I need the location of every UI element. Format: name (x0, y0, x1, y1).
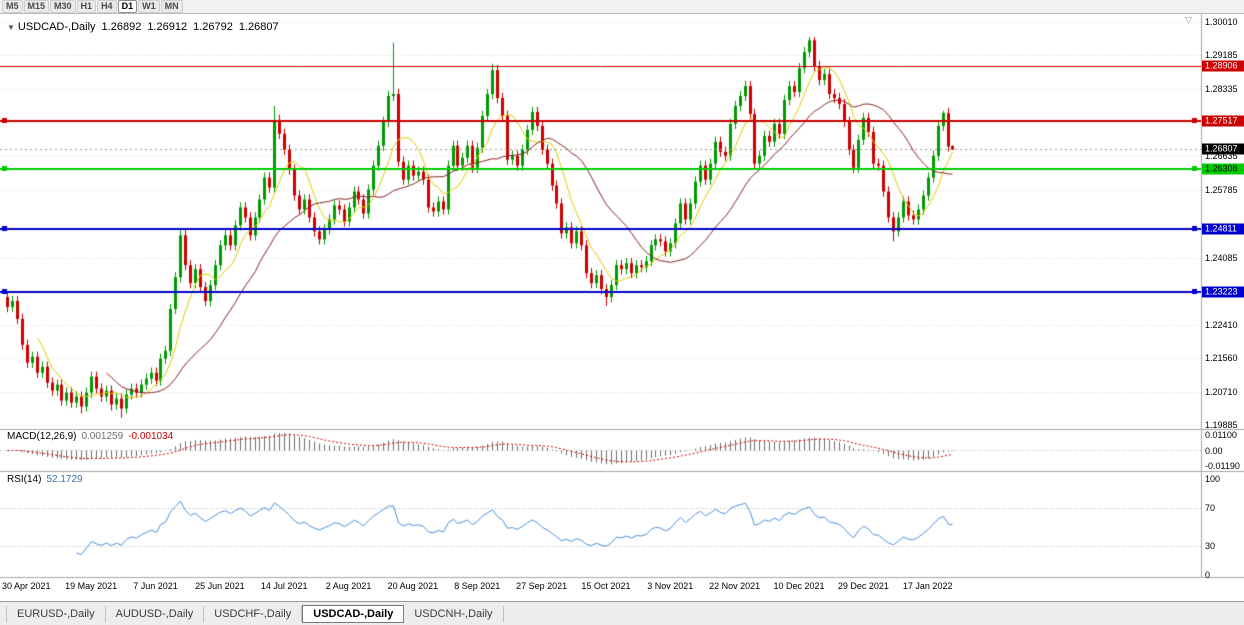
chart-menu-icon[interactable]: ▼ (7, 23, 15, 32)
ohlc-low-value: 1.26792 (193, 21, 233, 33)
macd-indicator-header: MACD(12,26,9) 0.001259 -0.001034 (7, 431, 178, 442)
timeframe-button-h4[interactable]: H4 (97, 0, 117, 13)
rsi-indicator-header: RSI(14) 52.1729 (7, 474, 88, 485)
timeframe-button-m5[interactable]: M5 (2, 0, 23, 13)
ohlc-high-value: 1.26912 (147, 21, 188, 33)
chart-tab-usdcnh[interactable]: USDCNH-,Daily (404, 605, 504, 622)
chart-tab-bar: EURUSD-,Daily AUDUSD-,Daily USDCHF-,Daily U… (0, 601, 1244, 625)
chart-tab-eurusd[interactable]: EURUSD-,Daily (6, 605, 106, 622)
chart-tab-usdcad[interactable]: USDCAD-,Daily (302, 604, 405, 623)
timeframe-button-w1[interactable]: W1 (138, 0, 160, 13)
timeframe-button-d1[interactable]: D1 (117, 0, 138, 13)
ohlc-close-value: 1.26807 (238, 21, 279, 33)
chart-tab-audusd[interactable]: AUDUSD-,Daily (106, 605, 205, 622)
chart-symbol-label: USDCAD-,Daily (17, 21, 96, 33)
timeframe-button-h1[interactable]: H1 (76, 0, 97, 13)
timeframe-toolbar: M5 M15 M30 H1 H4 D1 W1 MN (0, 0, 1244, 14)
macd-signal-value: -0.001034 (128, 431, 174, 442)
timeframe-button-mn[interactable]: MN (160, 0, 183, 13)
macd-main-value: 0.001259 (81, 431, 124, 442)
timeframe-button-m30[interactable]: M30 (50, 0, 76, 13)
ohlc-open-value: 1.26892 (101, 21, 142, 33)
chart-ohlc-header: ▼ USDCAD-,Daily 1.26892 1.26912 1.26792 1.268… (7, 21, 279, 33)
rsi-indicator-label: RSI(14) (7, 474, 42, 485)
chart-tab-usdchf[interactable]: USDCHF-,Daily (204, 605, 303, 622)
macd-indicator-label: MACD(12,26,9) (7, 431, 77, 442)
chart-shift-icon: ▽ (1185, 15, 1192, 25)
rsi-value: 52.1729 (46, 474, 83, 485)
timeframe-button-m15[interactable]: M15 (23, 0, 50, 13)
